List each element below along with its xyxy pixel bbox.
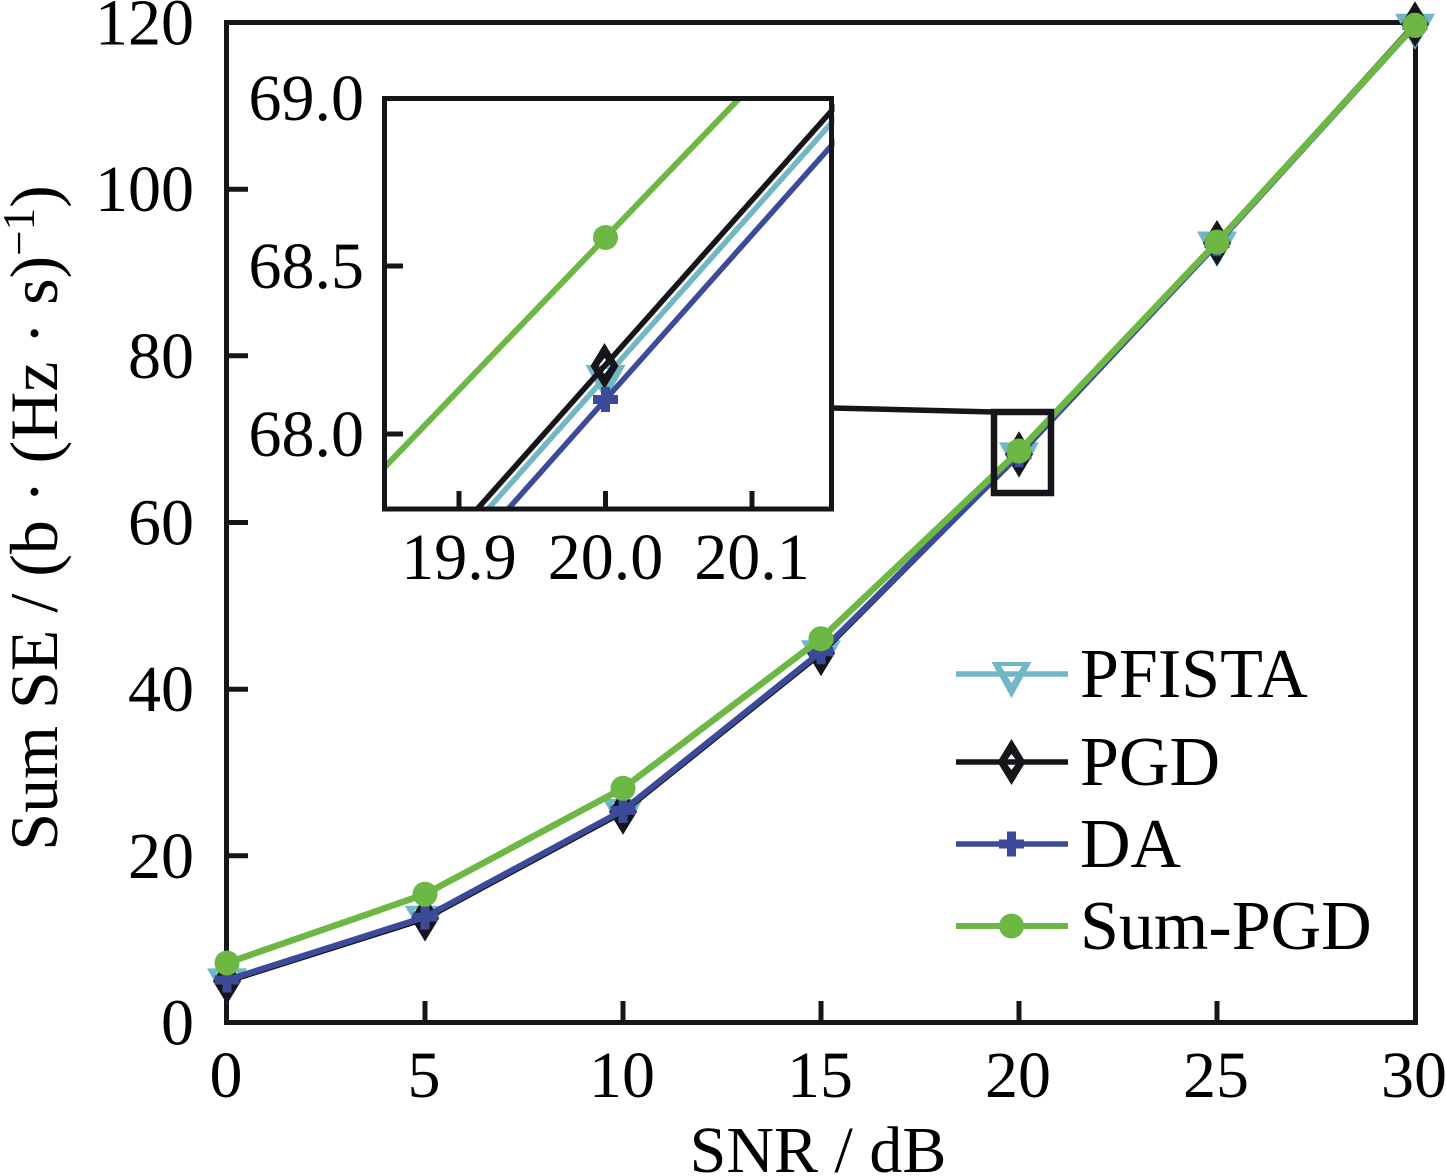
svg-text:5: 5 xyxy=(408,1039,441,1112)
svg-text:DA: DA xyxy=(1080,806,1182,883)
svg-text:20: 20 xyxy=(985,1039,1051,1112)
svg-text:60: 60 xyxy=(128,487,194,560)
svg-text:100: 100 xyxy=(95,153,194,226)
svg-text:68.0: 68.0 xyxy=(249,398,365,471)
svg-text:20: 20 xyxy=(128,820,194,893)
svg-text:80: 80 xyxy=(128,320,194,393)
svg-text:68.5: 68.5 xyxy=(249,230,365,303)
svg-text:19.9: 19.9 xyxy=(401,521,517,594)
svg-text:0: 0 xyxy=(210,1039,243,1112)
svg-text:0: 0 xyxy=(161,987,194,1060)
svg-text:25: 25 xyxy=(1183,1039,1249,1112)
svg-text:10: 10 xyxy=(589,1039,655,1112)
svg-text:40: 40 xyxy=(128,653,194,726)
svg-text:Sum SE / (b · (Hz · s)−1): Sum SE / (b · (Hz · s)−1) xyxy=(0,185,72,851)
svg-text:120: 120 xyxy=(95,0,194,60)
svg-text:PGD: PGD xyxy=(1080,724,1220,801)
svg-text:15: 15 xyxy=(787,1039,853,1112)
svg-text:PFISTA: PFISTA xyxy=(1080,636,1308,713)
svg-text:30: 30 xyxy=(1381,1039,1446,1112)
svg-text:Sum-PGD: Sum-PGD xyxy=(1080,888,1372,965)
svg-text:20.0: 20.0 xyxy=(548,521,664,594)
svg-text:69.0: 69.0 xyxy=(249,62,365,135)
svg-text:SNR / dB: SNR / dB xyxy=(690,1114,947,1176)
svg-text:20.1: 20.1 xyxy=(694,521,810,594)
